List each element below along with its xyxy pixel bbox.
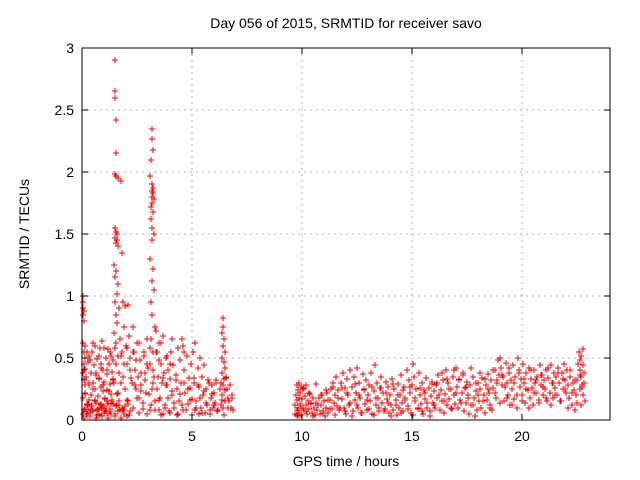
y-tick-label-0.5: 0.5 [54, 350, 74, 366]
x-axis-label: GPS time / hours [292, 453, 400, 469]
y-tick-label-2.5: 2.5 [54, 102, 74, 118]
chart-title: Day 056 of 2015, SRMTID for receiver sav… [210, 15, 482, 31]
x-tick-label-5: 5 [188, 428, 196, 444]
y-tick-label-3: 3 [66, 40, 74, 56]
y-tick-label-2: 2 [66, 164, 74, 180]
y-tick-label-0: 0 [66, 412, 74, 428]
x-tick-label-10: 10 [294, 428, 310, 444]
x-tick-label-15: 15 [404, 428, 420, 444]
x-tick-label-20: 20 [514, 428, 530, 444]
y-tick-label-1: 1 [66, 288, 74, 304]
data-points-srmtid [80, 57, 588, 421]
y-tick-label-1.5: 1.5 [54, 226, 74, 242]
y-axis-label: SRMTID / TECUs [16, 178, 32, 290]
x-tick-label-0: 0 [78, 428, 86, 444]
